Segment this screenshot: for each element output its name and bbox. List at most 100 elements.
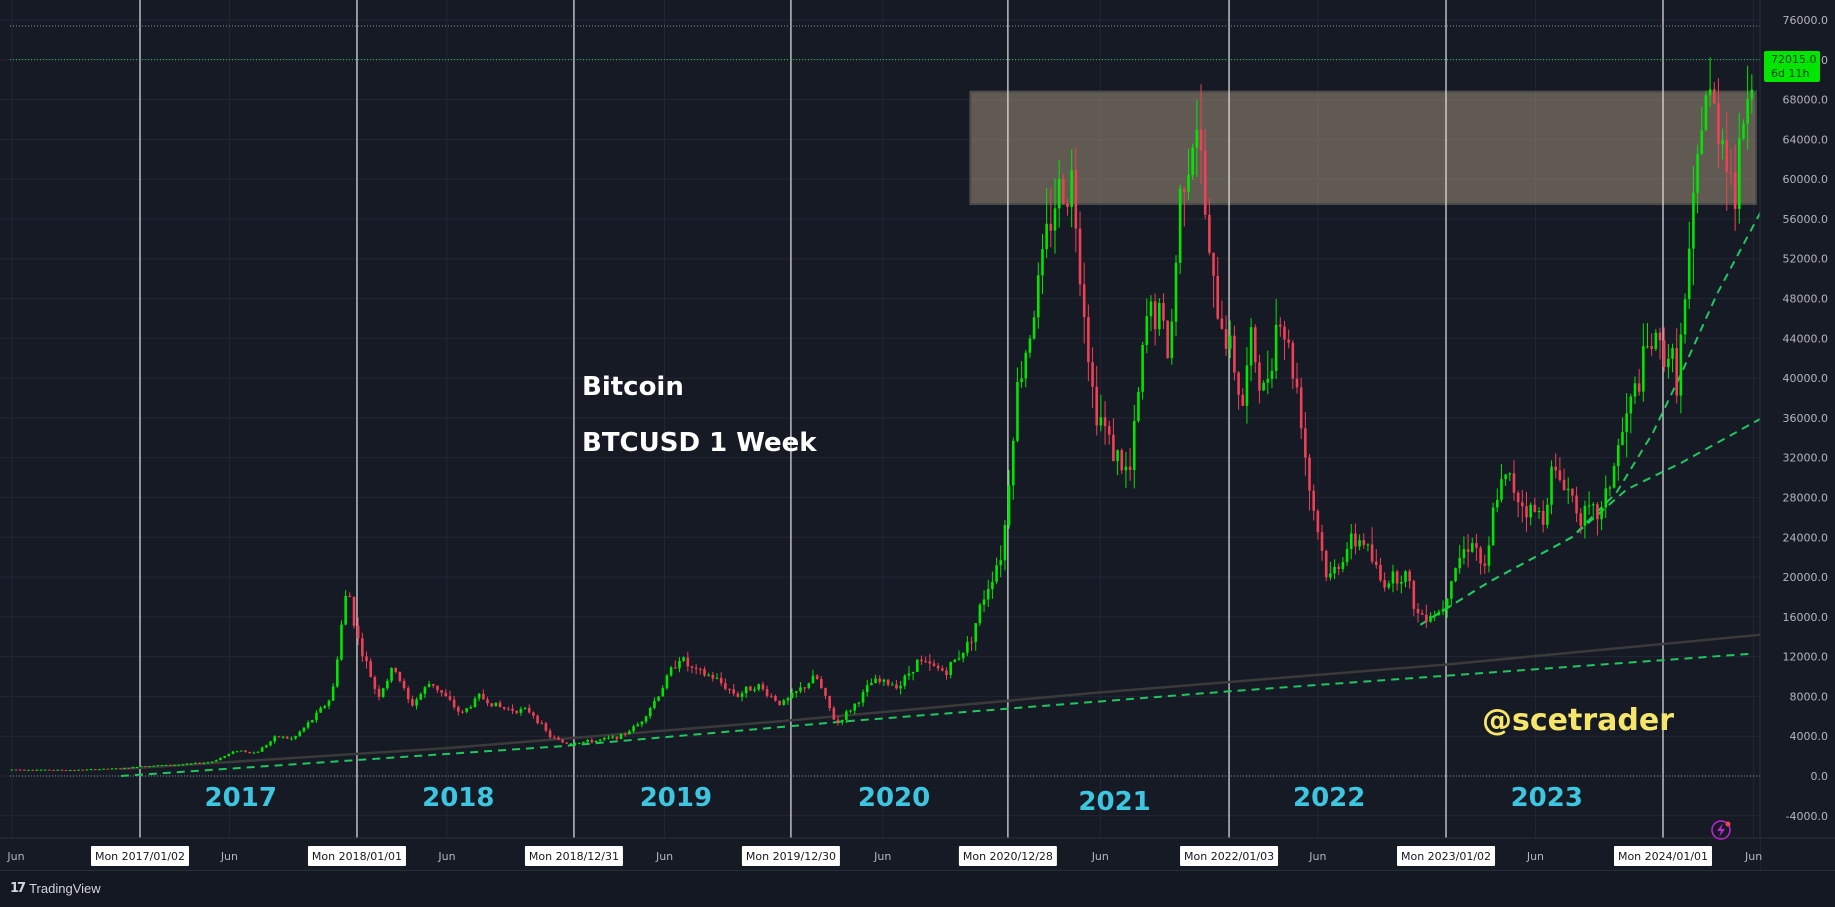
candle-body[interactable] [1366,544,1370,546]
candle-body[interactable] [991,581,994,590]
candle-body[interactable] [1341,562,1345,569]
candle-body[interactable] [1020,378,1023,383]
candle-body[interactable] [1074,170,1078,229]
candle-body[interactable] [1541,510,1545,525]
candle-body[interactable] [298,731,302,736]
candle-body[interactable] [1362,540,1366,545]
candle-body[interactable] [340,624,343,660]
candle-body[interactable] [686,657,690,667]
candle-body[interactable] [1149,301,1153,317]
candle-body[interactable] [1062,178,1065,204]
candle-body[interactable] [94,769,97,771]
candle-body[interactable] [874,678,877,684]
candle-body[interactable] [235,751,239,753]
candle-body[interactable] [1587,505,1591,507]
candle-body[interactable] [582,741,585,743]
candle-body[interactable] [1408,571,1411,582]
candle-body[interactable] [557,737,560,740]
candle-body[interactable] [402,680,406,689]
candle-body[interactable] [1216,275,1220,319]
candle-body[interactable] [486,699,489,704]
candle-body[interactable] [419,693,423,700]
candle-body[interactable] [1495,499,1499,508]
candle-body[interactable] [1708,89,1712,96]
candle-body[interactable] [1433,615,1436,617]
candle-body[interactable] [711,674,715,679]
candle-body[interactable] [1566,488,1570,491]
candle-body[interactable] [85,769,89,771]
candle-body[interactable] [1295,378,1299,388]
candle-body[interactable] [1279,324,1282,327]
candle-body[interactable] [436,685,439,691]
candle-body[interactable] [790,692,794,699]
candle-body[interactable] [448,696,452,700]
candle-body[interactable] [431,683,435,686]
candle-body[interactable] [1608,487,1612,489]
candle-body[interactable] [423,687,427,694]
candle-body[interactable] [1671,348,1674,359]
candle-body[interactable] [1475,543,1478,548]
candle-body[interactable] [1600,507,1603,520]
candle-body[interactable] [1746,99,1749,124]
candle-body[interactable] [381,688,385,697]
candle-body[interactable] [1612,466,1616,488]
candle-body[interactable] [269,741,272,746]
candle-body[interactable] [753,689,756,691]
candle-body[interactable] [1024,352,1028,379]
candle-body[interactable] [290,738,293,740]
candle-body[interactable] [1087,317,1090,363]
candle-body[interactable] [878,678,882,682]
candle-body[interactable] [845,711,848,720]
candle-body[interactable] [1583,506,1587,526]
candle-body[interactable] [1345,549,1349,563]
candle-body[interactable] [344,595,347,625]
candle-body[interactable] [1187,174,1190,192]
candle-body[interactable] [1066,203,1069,208]
candle-body[interactable] [1404,571,1407,582]
candle-body[interactable] [1395,571,1399,584]
candle-body[interactable] [1016,382,1019,441]
candle-body[interactable] [386,680,389,689]
candle-body[interactable] [252,752,256,754]
candle-body[interactable] [164,764,168,766]
candle-body[interactable] [1712,89,1716,104]
candle-body[interactable] [106,768,110,770]
candle-body[interactable] [1283,326,1286,340]
candle-body[interactable] [573,743,577,745]
candle-body[interactable] [1662,340,1666,368]
candle-body[interactable] [644,716,648,722]
candle-body[interactable] [1625,413,1628,433]
candle-body[interactable] [569,743,573,745]
candle-body[interactable] [144,766,147,768]
candlesticks[interactable] [10,57,1754,772]
candle-body[interactable] [482,693,485,700]
candle-body[interactable] [352,597,356,626]
candle-body[interactable] [1003,525,1007,561]
candle-body[interactable] [198,762,201,764]
candle-body[interactable] [1470,543,1474,552]
candle-body[interactable] [68,770,72,772]
candle-body[interactable] [511,708,514,711]
candle-body[interactable] [1512,473,1516,493]
candle-body[interactable] [715,677,719,679]
candle-body[interactable] [1037,275,1040,318]
candle-body[interactable] [1245,365,1249,406]
candle-body[interactable] [1099,417,1103,426]
candle-body[interactable] [607,737,610,739]
candle-body[interactable] [1571,488,1574,496]
candle-body[interactable] [119,768,122,770]
candle-body[interactable] [1070,170,1073,208]
candle-body[interactable] [761,684,765,690]
candle-body[interactable] [377,688,381,697]
candle-body[interactable] [882,679,886,682]
candle-body[interactable] [1320,532,1324,551]
candle-body[interactable] [1258,362,1261,391]
candle-body[interactable] [974,623,978,642]
candle-body[interactable] [1450,581,1453,599]
candle-body[interactable] [598,739,602,741]
candle-body[interactable] [995,565,998,582]
candle-body[interactable] [999,560,1003,566]
candle-body[interactable] [465,708,468,712]
candle-body[interactable] [1692,192,1695,249]
candle-body[interactable] [1370,544,1374,562]
